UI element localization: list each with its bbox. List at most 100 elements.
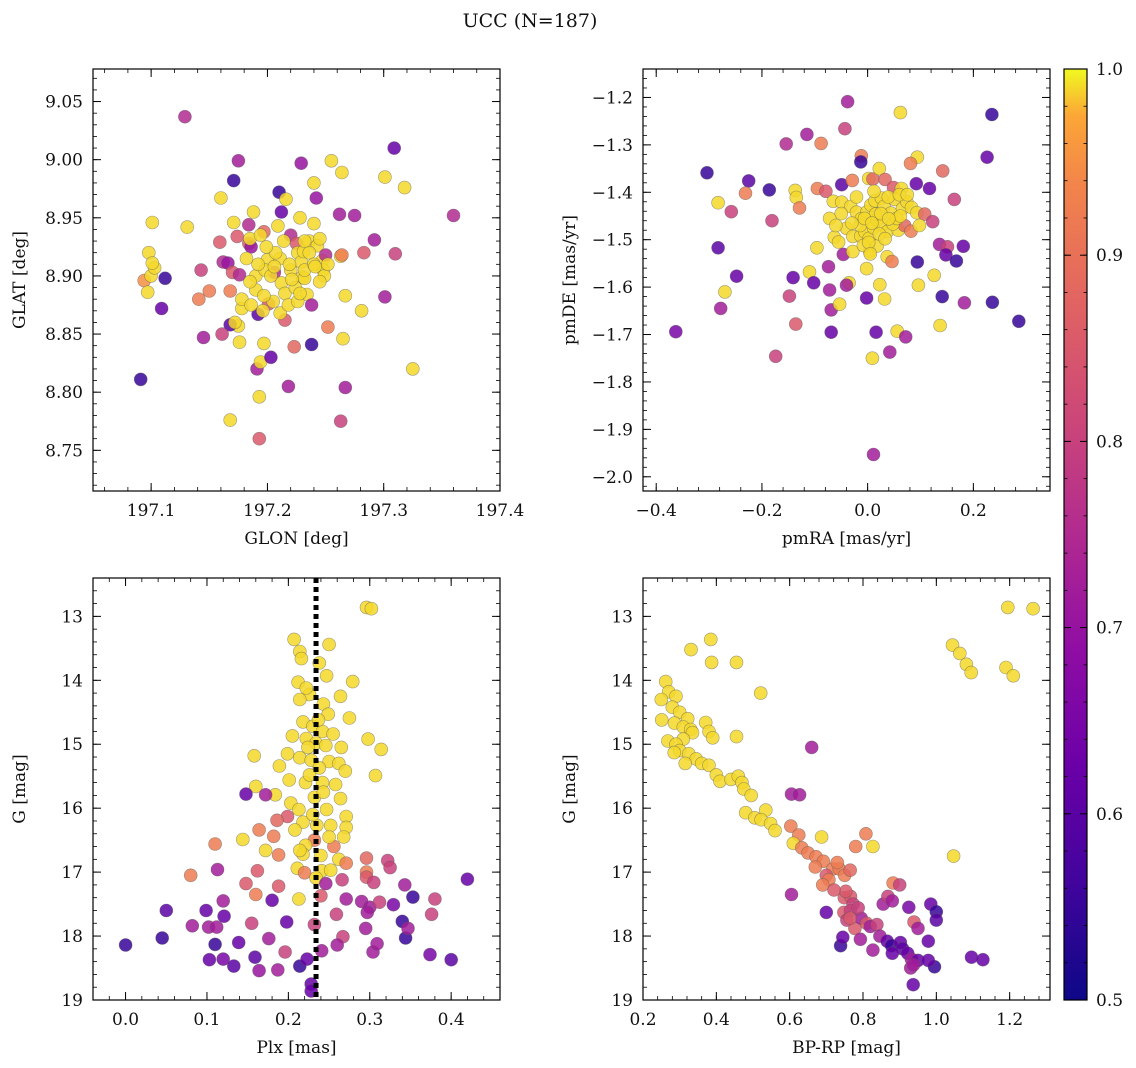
data-point [845, 244, 860, 259]
data-point [305, 807, 320, 822]
data-point [196, 330, 211, 345]
data-point [247, 748, 261, 763]
data-point [835, 930, 850, 945]
data-point [236, 832, 250, 847]
data-point [294, 651, 309, 666]
data-point [830, 855, 845, 870]
panel-pmra-pmde: −0.4 −0.2 0.0 0.2 −2.0 −1.9 −1.8 −1.7 −1.6 −1.5 −1… [560, 68, 1051, 549]
data-point [366, 875, 381, 890]
data-point [321, 320, 335, 334]
data-point [214, 191, 228, 205]
data-point [853, 932, 868, 947]
data-point [444, 952, 459, 967]
data-point [386, 897, 401, 912]
x-tick-label: 0.4 [438, 1010, 465, 1030]
data-point [282, 257, 297, 272]
data-point [246, 205, 261, 219]
data-point [906, 957, 921, 972]
colorbar-tick-label: 0.9 [1096, 246, 1123, 266]
data-point [424, 907, 439, 922]
y-tick-label: 8.75 [45, 441, 83, 461]
data-point [964, 950, 979, 965]
data-point [208, 837, 222, 851]
data-point [667, 745, 682, 760]
data-point [308, 259, 322, 274]
data-point [307, 216, 321, 231]
data-point [788, 317, 803, 331]
data-point [335, 872, 349, 887]
data-point [230, 229, 244, 244]
data-point [838, 884, 853, 899]
data-point [939, 248, 953, 262]
data-point [783, 819, 798, 833]
data-point [838, 121, 852, 136]
data-point [834, 206, 849, 221]
x-tick-label: 0.2 [960, 501, 987, 521]
data-point [297, 865, 312, 880]
data-point [332, 207, 347, 222]
y-tick-label: −1.6 [592, 278, 633, 298]
data-point [367, 233, 382, 247]
y-tick-label: −2.0 [592, 468, 633, 488]
data-point [872, 161, 887, 176]
data-point [786, 270, 800, 285]
data-point [724, 204, 739, 219]
data-point [180, 220, 194, 234]
data-point [271, 219, 285, 233]
data-point [342, 711, 357, 725]
data-point [906, 977, 921, 992]
data-point [272, 759, 287, 773]
data-point [910, 255, 925, 269]
data-point [976, 952, 990, 967]
data-point [357, 245, 371, 260]
data-point [428, 892, 442, 906]
data-point [446, 208, 461, 223]
data-point [278, 945, 292, 959]
data-point [293, 286, 307, 301]
x-tick-label: 197.3 [359, 501, 408, 521]
data-point [285, 729, 300, 743]
data-point [248, 950, 262, 965]
data-point [810, 241, 824, 255]
x-axis-label: Plx [mas] [256, 1038, 336, 1058]
data-point [893, 209, 908, 223]
data-point [274, 205, 289, 219]
data-point [843, 863, 858, 878]
data-point [738, 186, 753, 200]
data-point [866, 943, 880, 957]
y-tick-label: 9.05 [45, 93, 83, 113]
x-axis-label: BP-RP [mag] [792, 1038, 901, 1058]
colorbar-tick-label: 1.0 [1096, 60, 1123, 80]
data-point [892, 878, 907, 892]
y-tick-label: 14 [611, 671, 633, 691]
data-point [964, 665, 979, 680]
data-point [985, 295, 1000, 310]
y-tick-label: 19 [611, 991, 633, 1011]
data-point [284, 272, 299, 287]
data-point [821, 259, 836, 274]
data-point [288, 823, 302, 837]
y-tick-label: −1.8 [592, 373, 633, 393]
data-point [678, 756, 693, 771]
data-point [388, 247, 403, 261]
data-point [316, 785, 331, 800]
data-point [261, 931, 276, 946]
data-point [145, 256, 160, 270]
data-point [822, 283, 837, 297]
data-point [865, 351, 880, 366]
data-point [294, 156, 309, 170]
data-point [387, 141, 402, 155]
data-point [859, 826, 873, 841]
data-point [280, 746, 295, 761]
data-point [257, 288, 271, 303]
y-tick-label: 16 [611, 799, 633, 819]
data-point [865, 216, 879, 230]
x-tick-label: 1.0 [923, 1010, 950, 1030]
data-point [302, 245, 317, 260]
data-point [287, 632, 301, 647]
data-point [333, 414, 348, 429]
data-point [882, 345, 897, 359]
data-point [271, 879, 286, 894]
x-tick-label: 0.1 [193, 1010, 220, 1030]
data-point [859, 261, 874, 276]
